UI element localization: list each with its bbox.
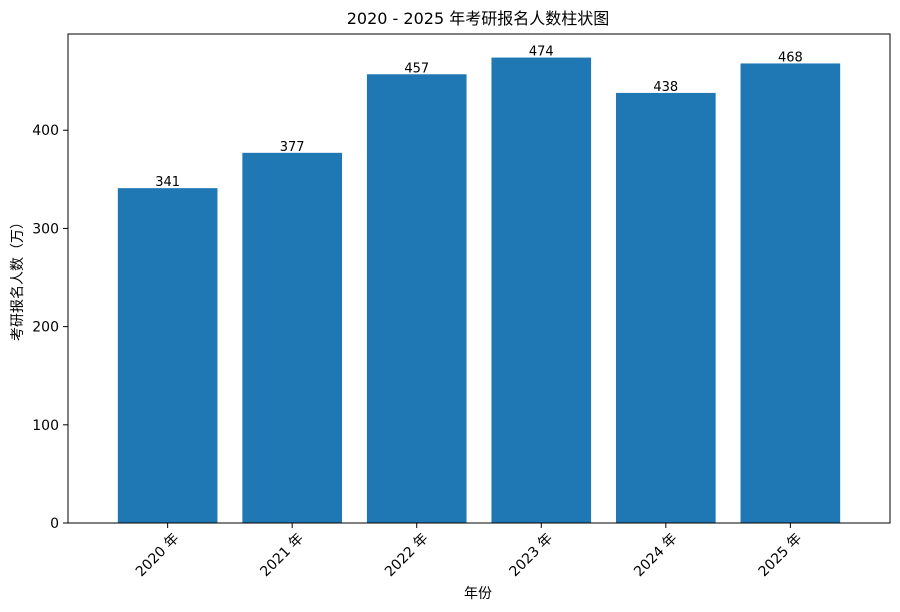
y-tick-label-3: 300: [32, 221, 59, 237]
chart-title: 2020 - 2025 年考研报名人数柱状图: [347, 9, 609, 28]
bar-3: [491, 57, 592, 524]
y-axis-ticks: 0 100 200 300 400: [32, 123, 68, 532]
bar-1: [242, 152, 342, 524]
x-tick-label-0: 2020 年: [133, 531, 183, 581]
x-tick-label-5: 2025 年: [756, 531, 806, 581]
x-tick-label-4: 2024 年: [631, 531, 681, 581]
x-axis-label: 年份: [464, 586, 492, 602]
bar-2: [366, 74, 467, 523]
bar-value-label-5: 468: [778, 50, 803, 65]
x-tick-label-2: 2022 年: [382, 531, 432, 581]
y-axis-label: 考研报名人数（万）: [10, 215, 26, 341]
bar-value-label-2: 457: [404, 61, 429, 76]
x-tick-label-3: 2023 年: [507, 531, 557, 581]
y-tick-label-2: 200: [32, 320, 59, 336]
bar-value-label-0: 341: [155, 175, 180, 190]
y-tick-label-0: 0: [50, 516, 59, 532]
bar-5: [740, 63, 841, 524]
bar-value-label-1: 377: [280, 140, 305, 155]
bar-0: [117, 188, 218, 523]
bar-4: [616, 92, 716, 524]
y-tick-label-4: 400: [32, 123, 59, 139]
bar-value-label-3: 474: [529, 45, 554, 60]
x-axis-ticks: 2020 年 2021 年 2022 年 2023 年 2024 年 2025 年: [133, 523, 805, 580]
x-tick-label-1: 2021 年: [257, 531, 307, 581]
bar-labels-group: 341 377 457 474 438 468: [155, 45, 803, 191]
bar-value-label-4: 438: [653, 80, 678, 95]
plot-frame: [67, 33, 891, 524]
bars-group: [117, 57, 841, 524]
y-tick-label-1: 100: [32, 418, 59, 434]
